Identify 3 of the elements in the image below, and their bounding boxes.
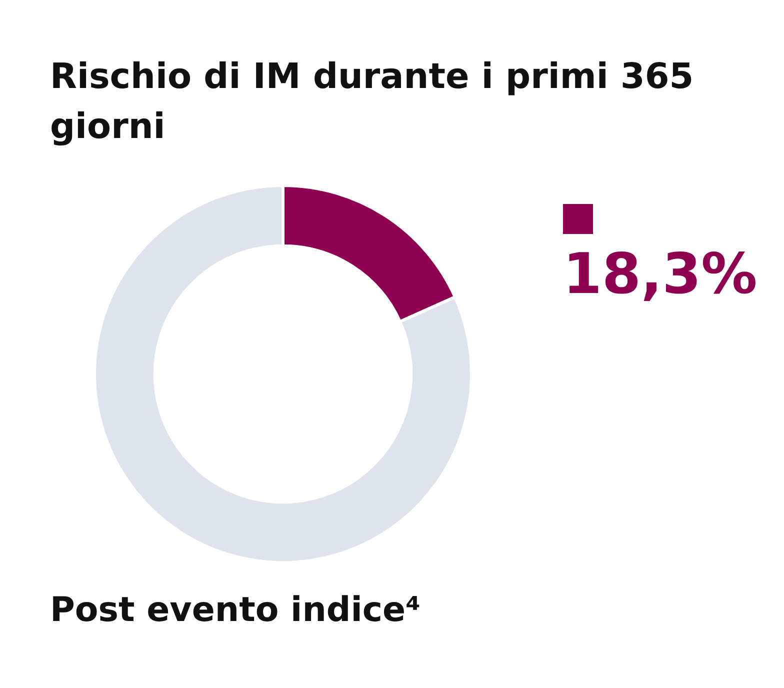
data-label: 18,3% (563, 242, 758, 307)
chart-title: Rischio di IM durante i primi 365 giorni (50, 56, 695, 149)
text: Post evento indice⁴ (50, 590, 420, 630)
